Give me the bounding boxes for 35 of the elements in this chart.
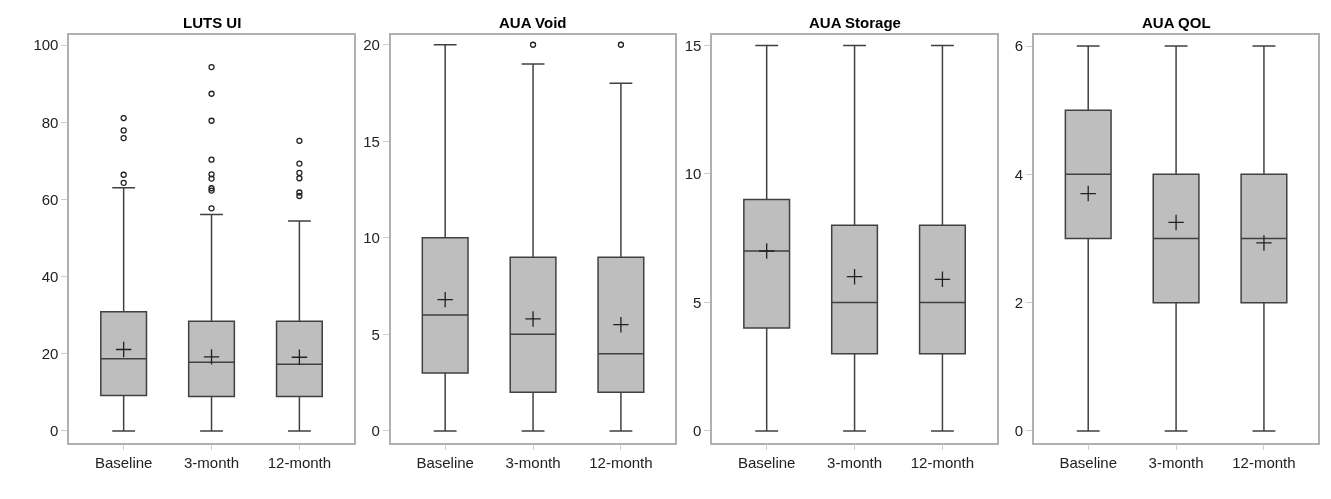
y-tick-label: 15 (684, 36, 702, 54)
chart-title: AUA Storage (809, 14, 901, 31)
x-tick-label: 12-month (910, 454, 975, 472)
x-tick-label: 12-month (589, 454, 653, 472)
y-tick-label: 6 (1014, 37, 1023, 55)
y-tick-label: 0 (50, 422, 59, 440)
y-tick-label: 0 (693, 422, 702, 440)
y-tick-label: 5 (371, 325, 380, 343)
y-tick-label: 60 (41, 190, 59, 208)
x-tick-label: Baseline (737, 454, 796, 472)
x-tick-label: Baseline (416, 454, 474, 472)
chart-title: AUA Void (499, 14, 567, 31)
y-tick-label: 15 (363, 132, 380, 150)
x-tick-label: 3-month (505, 454, 561, 472)
y-tick-label: 40 (41, 267, 59, 285)
y-tick-label: 10 (684, 165, 702, 183)
y-tick-label: 80 (41, 113, 59, 131)
x-tick-label: Baseline (94, 454, 153, 472)
y-tick-label: 0 (371, 422, 380, 440)
y-tick-label: 20 (363, 36, 380, 53)
x-tick-label: 12-month (1232, 454, 1296, 472)
x-tick-label: 12-month (267, 454, 332, 472)
x-tick-label: 3-month (184, 454, 240, 472)
x-tick-label: 3-month (1148, 454, 1204, 472)
x-tick-label: 3-month (827, 454, 883, 472)
x-tick-label: Baseline (1059, 454, 1117, 472)
y-tick-label: 20 (41, 345, 59, 363)
y-tick-label: 100 (33, 36, 59, 54)
chart-title: LUTS UI (183, 14, 242, 31)
y-tick-label: 5 (693, 293, 702, 311)
y-tick-label: 2 (1014, 293, 1023, 311)
y-tick-label: 10 (363, 229, 380, 247)
chart-title: AUA QOL (1142, 14, 1211, 31)
y-tick-label: 4 (1014, 165, 1023, 183)
y-tick-label: 0 (1014, 422, 1023, 440)
